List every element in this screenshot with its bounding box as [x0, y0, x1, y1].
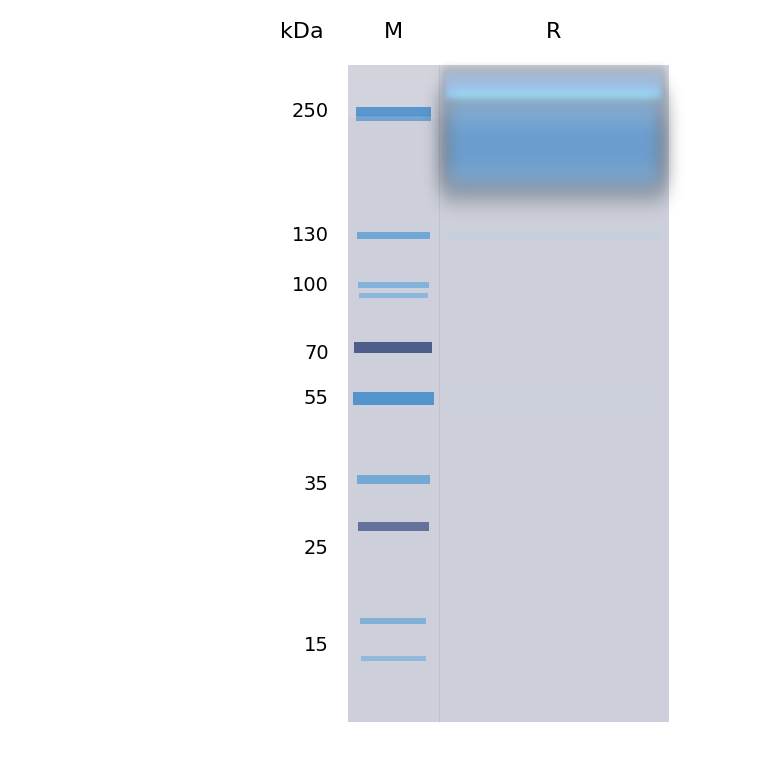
Text: R: R — [546, 22, 562, 42]
Bar — [356, 107, 431, 116]
Text: 25: 25 — [303, 539, 329, 558]
Bar — [447, 232, 661, 240]
Bar — [359, 293, 428, 298]
Text: 100: 100 — [292, 276, 329, 295]
Bar — [348, 65, 668, 722]
Bar — [354, 342, 432, 353]
Bar — [356, 115, 431, 121]
Bar — [348, 65, 668, 118]
Text: 250: 250 — [291, 102, 329, 121]
Bar — [361, 656, 426, 661]
Bar — [447, 397, 661, 403]
Text: 70: 70 — [304, 344, 329, 363]
Text: M: M — [384, 22, 403, 42]
Bar — [361, 618, 426, 624]
Text: 55: 55 — [303, 390, 329, 408]
Bar — [357, 474, 430, 484]
Bar — [358, 523, 429, 531]
Text: 15: 15 — [303, 636, 329, 655]
Bar — [357, 232, 430, 239]
Text: 130: 130 — [292, 226, 329, 245]
Bar — [353, 392, 434, 405]
Text: kDa: kDa — [280, 22, 324, 42]
Text: 35: 35 — [303, 475, 329, 494]
Bar — [358, 283, 429, 289]
